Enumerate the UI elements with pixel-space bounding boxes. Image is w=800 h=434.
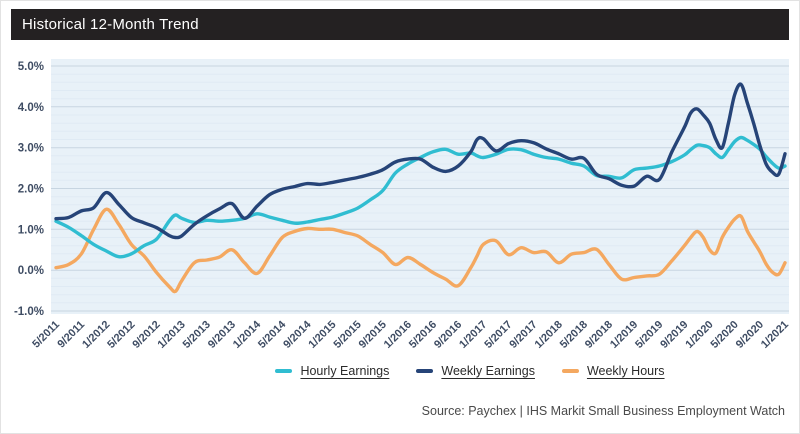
legend-label: Weekly Hours [586, 364, 665, 378]
x-axis-tick-label: 5/2020 [709, 319, 741, 351]
y-axis-tick-label: 3.0% [18, 143, 44, 155]
plot-background [51, 59, 789, 314]
x-axis-tick-label: 1/2017 [457, 319, 489, 351]
source-note: Source: Paychex | IHS Markit Small Busin… [421, 404, 785, 418]
legend-swatch-icon [561, 369, 579, 373]
x-axis-tick-label: 5/2012 [105, 319, 137, 351]
legend-swatch-icon [275, 369, 293, 373]
legend-item-weekly-earnings[interactable]: Weekly Earnings [416, 364, 535, 378]
x-axis-tick-label: 9/2017 [507, 319, 539, 351]
legend-swatch-icon [416, 369, 434, 373]
series-line-weekly-earnings[interactable] [54, 82, 787, 240]
chart-title: Historical 12-Month Trend [22, 16, 199, 33]
x-axis-tick-label: 1/2016 [382, 319, 414, 351]
y-axis-tick-label: 1.0% [18, 224, 44, 236]
y-axis-tick-label: 2.0% [18, 184, 44, 196]
legend-item-weekly-hours[interactable]: Weekly Hours [561, 364, 665, 378]
legend-label: Weekly Earnings [441, 364, 535, 378]
y-axis-tick-label: -1.0% [14, 306, 44, 318]
x-axis-tick-label: 9/2018 [583, 319, 615, 351]
x-axis-tick-label: 1/2015 [306, 319, 338, 351]
legend-label: Hourly Earnings [300, 364, 390, 378]
y-axis-tick-label: 4.0% [18, 102, 44, 114]
series-line-weekly-hours[interactable] [54, 207, 787, 294]
legend-item-hourly-earnings[interactable]: Hourly Earnings [275, 364, 389, 378]
chart-legend: Hourly Earnings Weekly Earnings Weekly Hou… [71, 364, 799, 378]
x-axis-tick-label: 5/2011 [30, 319, 62, 351]
x-axis-tick-label: 9/2019 [658, 319, 690, 351]
y-axis-tick-label: 5.0% [18, 61, 44, 73]
chart-header-bar: Historical 12-Month Trend [11, 9, 789, 40]
x-axis-tick-label: 1/2021 [759, 319, 791, 351]
y-axis-tick-label: 0.0% [18, 265, 44, 277]
x-axis-tick-label: 5/2013 [181, 319, 213, 351]
